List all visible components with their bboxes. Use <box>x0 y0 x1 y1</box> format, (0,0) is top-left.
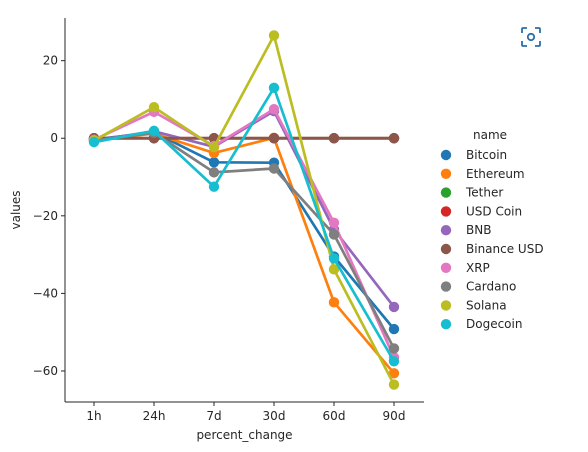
data-point-xrp <box>268 103 280 115</box>
legend-item-dogecoin: Dogecoin <box>440 317 522 331</box>
legend-marker <box>440 300 452 311</box>
legend-title: name <box>473 128 507 142</box>
data-point-solana <box>148 102 160 113</box>
series-solana <box>88 30 400 390</box>
data-point-dogecoin <box>148 125 160 137</box>
data-point-cardano <box>268 163 280 174</box>
x-ticks: 1h 24h 7d 30d 60d 90d <box>86 402 405 423</box>
x-tick-label: 30d <box>263 409 286 423</box>
x-tick-label: 90d <box>383 409 406 423</box>
legend-marker <box>440 149 452 161</box>
legend-label: Dogecoin <box>466 317 522 331</box>
x-axis-label: percent_change <box>196 428 292 442</box>
data-point-cardano <box>328 229 340 240</box>
data-point-solana <box>208 141 220 153</box>
legend-label: Bitcoin <box>466 148 507 162</box>
data-point-solana <box>388 379 400 390</box>
legend-marker <box>440 206 452 217</box>
y-tick-label: −20 <box>33 209 58 223</box>
y-tick-label: −60 <box>33 364 58 378</box>
data-point-solana <box>328 264 340 275</box>
legend-label: USD Coin <box>466 204 522 218</box>
series-layer <box>88 30 400 390</box>
series-line-cardano <box>93 131 396 350</box>
x-tick-label: 7d <box>206 409 221 423</box>
x-tick-label: 60d <box>323 409 346 423</box>
series-line-solana <box>93 34 396 386</box>
data-point-binance-usd <box>268 133 280 144</box>
legend-label: XRP <box>466 261 490 275</box>
axes <box>64 18 424 403</box>
data-point-bnb <box>388 301 400 313</box>
legend-label: Cardano <box>466 280 516 294</box>
focus-mode-icon <box>521 27 541 47</box>
legend-item-bnb: BNB <box>440 223 491 237</box>
series-line-xrp <box>93 107 396 358</box>
legend-label: Ethereum <box>466 167 525 181</box>
data-point-cardano <box>388 343 400 354</box>
data-point-dogecoin <box>388 356 400 367</box>
y-ticks: 20 0 −20 −40 −60 <box>33 54 65 378</box>
legend-marker <box>440 319 452 330</box>
legend-marker <box>440 225 452 236</box>
legend-label: Tether <box>465 186 503 200</box>
focus-mode-button[interactable] <box>517 24 545 50</box>
y-axis-label: values <box>9 190 23 229</box>
data-point-binance-usd <box>388 133 400 144</box>
legend-marker <box>440 262 452 273</box>
legend-marker <box>440 168 452 179</box>
data-point-xrp <box>328 217 340 228</box>
series-line-bnb <box>93 109 396 308</box>
data-point-cardano <box>208 167 220 178</box>
legend-item-binance-usd: Binance USD <box>440 242 544 256</box>
legend-item-xrp: XRP <box>440 261 490 275</box>
y-tick-label: 20 <box>43 54 58 68</box>
data-point-bitcoin <box>208 157 220 168</box>
x-tick-label: 1h <box>86 409 101 423</box>
legend-item-usd-coin: USD Coin <box>440 204 522 218</box>
legend-label: Solana <box>466 298 507 312</box>
legend-marker <box>440 187 452 198</box>
data-point-dogecoin <box>328 253 340 264</box>
legend-item-ethereum: Ethereum <box>440 167 525 181</box>
data-point-bitcoin <box>388 323 400 335</box>
legend-item-tether: Tether <box>440 186 503 200</box>
legend-marker <box>440 243 452 255</box>
data-point-binance-usd <box>328 133 340 144</box>
legend-label: BNB <box>466 223 491 237</box>
legend-label: Binance USD <box>466 242 544 256</box>
legend-item-solana: Solana <box>440 298 507 312</box>
data-point-dogecoin <box>208 181 220 192</box>
legend-item-cardano: Cardano <box>440 280 516 294</box>
y-tick-label: −40 <box>33 286 58 300</box>
legend: name Bitcoin Ethereum Tether USD Coin BNB Bin… <box>440 128 544 331</box>
y-tick-label: 0 <box>50 131 58 145</box>
series-dogecoin <box>88 82 400 367</box>
series-line-dogecoin <box>93 86 396 362</box>
x-tick-label: 24h <box>143 409 166 423</box>
data-point-solana <box>268 30 280 41</box>
data-point-dogecoin <box>88 136 100 148</box>
data-point-ethereum <box>388 368 400 379</box>
legend-marker <box>440 281 452 292</box>
data-point-ethereum <box>328 297 340 308</box>
legend-item-bitcoin: Bitcoin <box>440 148 507 162</box>
data-point-dogecoin <box>268 82 280 94</box>
